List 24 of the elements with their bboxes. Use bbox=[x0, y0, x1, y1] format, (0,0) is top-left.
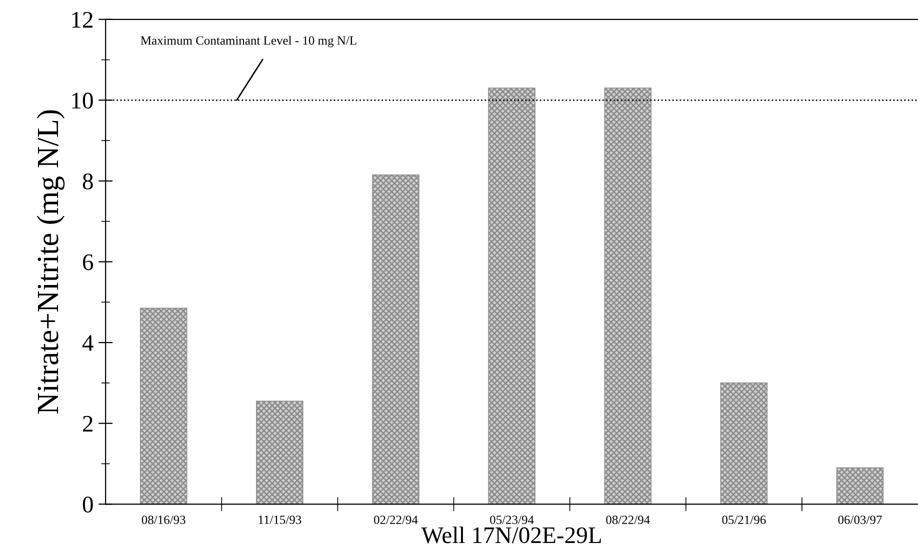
y-tick-label: 2 bbox=[82, 416, 92, 432]
y-tick-label: 10 bbox=[72, 92, 93, 109]
bar bbox=[488, 88, 536, 504]
bar bbox=[604, 88, 652, 504]
y-tick-label: 8 bbox=[82, 173, 93, 190]
y-axis-title: Nitrate+Nitrite (mg N/L) bbox=[36, 110, 65, 414]
x-tick-label: 05/21/96 bbox=[722, 516, 766, 524]
x-tick-label: 11/15/93 bbox=[258, 516, 302, 524]
bar bbox=[836, 467, 884, 504]
y-tick-label: 6 bbox=[82, 254, 94, 270]
bar bbox=[140, 308, 188, 504]
bar bbox=[372, 174, 420, 504]
x-tick-label: 02/22/94 bbox=[374, 516, 418, 524]
x-tick-label: 06/03/97 bbox=[838, 516, 882, 524]
bar bbox=[720, 382, 768, 504]
y-tick-label: 12 bbox=[72, 12, 92, 28]
ref-line-label: Maximum Contaminant Level - 10 mg N/L bbox=[140, 36, 356, 48]
y-tick-label: 0 bbox=[82, 496, 93, 513]
x-tick-label: 08/22/94 bbox=[606, 516, 650, 524]
x-tick-label: 08/16/93 bbox=[142, 516, 186, 524]
bar bbox=[256, 400, 304, 504]
x-tick-label: 05/23/94 bbox=[490, 516, 534, 524]
y-tick-label: 4 bbox=[82, 335, 94, 351]
x-axis-title: Well 17N/02E-29L bbox=[421, 526, 601, 544]
